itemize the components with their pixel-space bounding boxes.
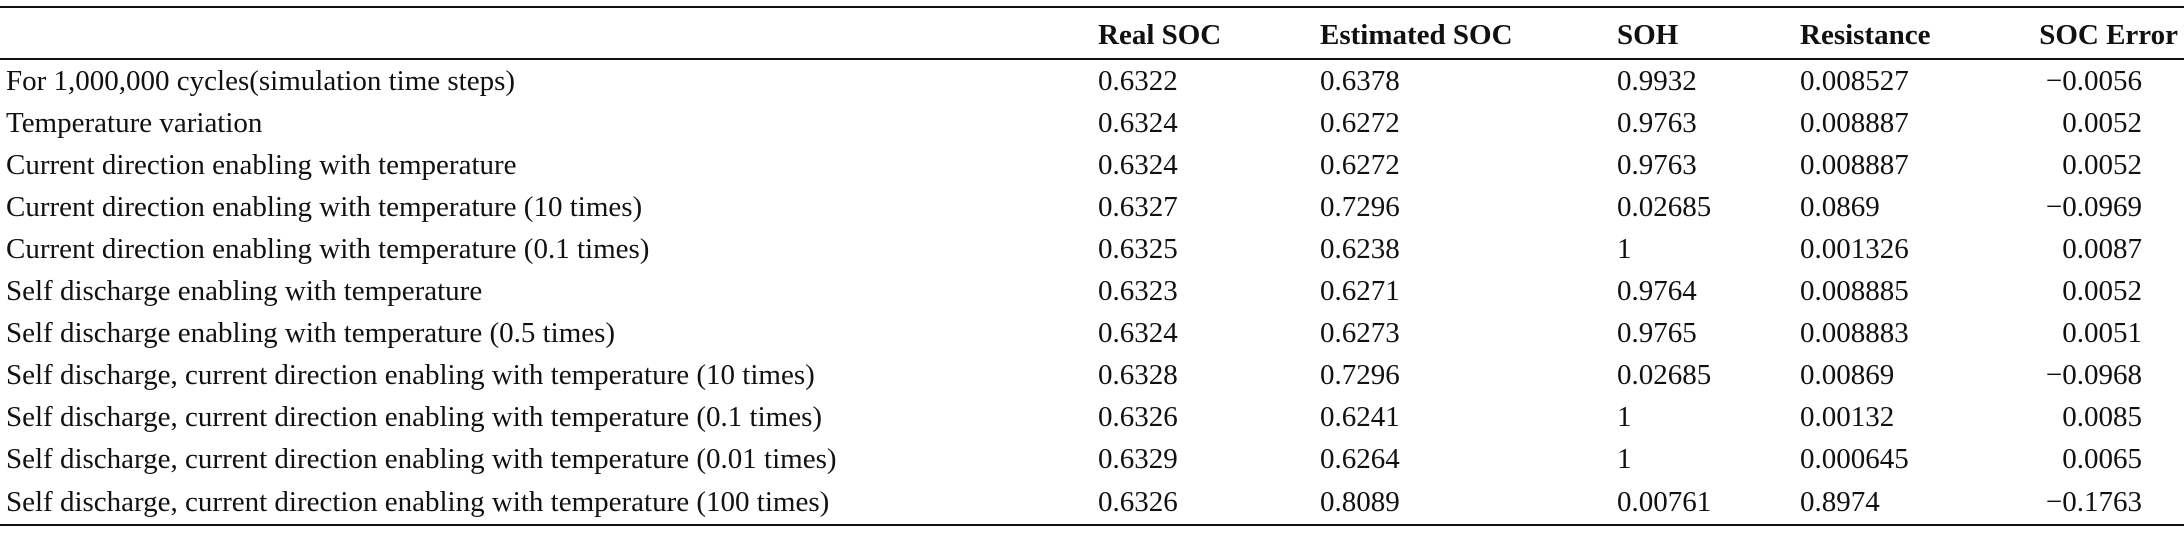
cell-real-soc: 0.6328 [1098, 358, 1178, 391]
row-label: Self discharge, current direction enabli… [6, 400, 823, 433]
cell-soh: 0.9763 [1617, 106, 1697, 139]
cell-soc-error: 0.0052 [2062, 148, 2142, 181]
row-label: Self discharge, current direction enabli… [0, 480, 1098, 526]
table-row: Self discharge enabling with temperature… [0, 270, 2184, 312]
row-label: Self discharge enabling with temperature [6, 274, 483, 307]
row-label: Temperature variation [6, 106, 263, 139]
cell-soc-error: 0.0052 [2062, 106, 2142, 139]
cell-soh: 1 [1617, 442, 1632, 475]
cell-resistance: 0.008887 [1800, 106, 1909, 139]
header-row: Real SOC Estimated SOC SOH Resistance SO… [0, 6, 2184, 60]
cell-estimated-soc: 0.6272 [1320, 106, 1400, 139]
cell-real-soc: 0.6324 [1098, 316, 1178, 349]
cell-real-soc: 0.6326 [1098, 400, 1178, 433]
cell-soc-error: 0.0087 [2062, 232, 2142, 265]
cell-real-soc: 0.6329 [1098, 442, 1178, 475]
cell-resistance: 0.008527 [1800, 64, 1909, 97]
cell-resistance: 0.008885 [1800, 274, 1909, 307]
cell-soh: 0.02685 [1617, 358, 1712, 391]
table-row: Self discharge, current direction enabli… [0, 354, 2184, 396]
header-estimated-soc: Estimated SOC [1320, 6, 1617, 60]
cell-estimated-soc: 0.6272 [1320, 148, 1400, 181]
cell-soc-error: 0.0065 [2062, 442, 2142, 475]
row-label: Self discharge enabling with temperature… [6, 316, 616, 349]
row-label: Self discharge, current direction enabli… [6, 442, 837, 475]
table-row: Self discharge enabling with temperature… [0, 312, 2184, 354]
cell-resistance: 0.0869 [1800, 190, 1880, 223]
cell-estimated-soc: 0.6241 [1320, 400, 1400, 433]
results-table: Real SOC Estimated SOC SOH Resistance SO… [0, 6, 2184, 526]
cell-resistance: 0.001326 [1800, 232, 1909, 265]
cell-soh: 1 [1617, 232, 1632, 265]
cell-estimated-soc: 0.6238 [1320, 232, 1400, 265]
table-row: Self discharge, current direction enabli… [0, 396, 2184, 438]
cell-real-soc: 0.6323 [1098, 274, 1178, 307]
header-label-column [0, 6, 1098, 60]
cell-real-soc: 0.6327 [1098, 190, 1178, 223]
cell-soc-error: −0.0969 [2045, 190, 2142, 223]
table-body: For 1,000,000 cycles(simulation time ste… [0, 59, 2184, 526]
cell-estimated-soc: 0.6264 [1320, 442, 1400, 475]
cell-resistance: 0.8974 [1800, 480, 2039, 526]
row-label: Current direction enabling with temperat… [6, 232, 650, 265]
header-soh: SOH [1617, 6, 1800, 60]
row-label: For 1,000,000 cycles(simulation time ste… [6, 64, 516, 97]
cell-resistance: 0.008887 [1800, 148, 1909, 181]
cell-soh: 1 [1617, 400, 1632, 433]
cell-real-soc: 0.6322 [1098, 64, 1178, 97]
cell-soc-error: −0.0056 [2045, 64, 2142, 97]
header-real-soc: Real SOC [1098, 6, 1320, 60]
cell-soc-error: 0.0085 [2062, 400, 2142, 433]
row-label: Current direction enabling with temperat… [6, 190, 643, 223]
cell-real-soc: 0.6324 [1098, 148, 1178, 181]
table-row: For 1,000,000 cycles(simulation time ste… [0, 59, 2184, 102]
cell-real-soc: 0.6325 [1098, 232, 1178, 265]
table-row: Self discharge, current direction enabli… [0, 480, 2184, 526]
row-label: Current direction enabling with temperat… [6, 148, 517, 181]
cell-soc-error: −0.1763 [2039, 480, 2184, 526]
cell-soh: 0.9763 [1617, 148, 1697, 181]
cell-soc-error: 0.0052 [2062, 274, 2142, 307]
table-row: Current direction enabling with temperat… [0, 186, 2184, 228]
cell-soh: 0.02685 [1617, 190, 1712, 223]
cell-estimated-soc: 0.7296 [1320, 190, 1400, 223]
cell-estimated-soc: 0.6273 [1320, 316, 1400, 349]
cell-resistance: 0.00869 [1800, 358, 1895, 391]
cell-estimated-soc: 0.6271 [1320, 274, 1400, 307]
cell-estimated-soc: 0.7296 [1320, 358, 1400, 391]
header-resistance: Resistance [1800, 6, 2039, 60]
cell-estimated-soc: 0.8089 [1320, 480, 1617, 526]
cell-soc-error: −0.0968 [2045, 358, 2142, 391]
header-soc-error: SOC Error [2039, 6, 2184, 60]
cell-resistance: 0.00132 [1800, 400, 1895, 433]
table-row: Current direction enabling with temperat… [0, 228, 2184, 270]
cell-resistance: 0.008883 [1800, 316, 1909, 349]
cell-estimated-soc: 0.6378 [1320, 64, 1400, 97]
table-row: Temperature variation 0.6324 0.6272 0.9763 0… [0, 102, 2184, 144]
table-row: Self discharge, current direction enabli… [0, 438, 2184, 480]
table-row: Current direction enabling with temperat… [0, 144, 2184, 186]
cell-soh: 0.9764 [1617, 274, 1697, 307]
cell-soc-error: 0.0051 [2062, 316, 2142, 349]
cell-soh: 0.9765 [1617, 316, 1697, 349]
table-header: Real SOC Estimated SOC SOH Resistance SO… [0, 6, 2184, 60]
cell-resistance: 0.000645 [1800, 442, 1909, 475]
cell-soh: 0.9932 [1617, 64, 1697, 97]
cell-real-soc: 0.6324 [1098, 106, 1178, 139]
cell-real-soc: 0.6326 [1098, 480, 1320, 526]
cell-soh: 0.00761 [1617, 480, 1800, 526]
row-label: Self discharge, current direction enabli… [6, 358, 815, 391]
